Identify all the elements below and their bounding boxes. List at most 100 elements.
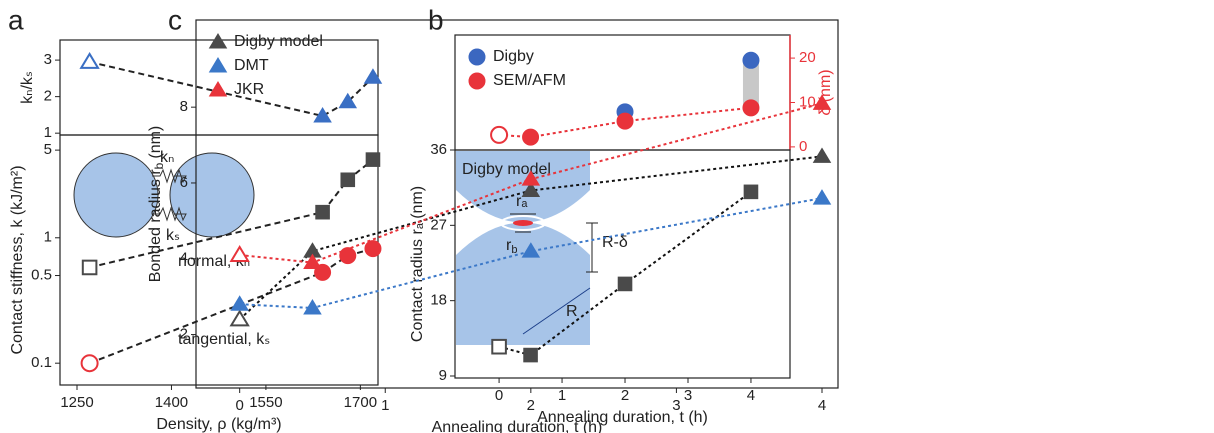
y2-tick-label: 0 bbox=[799, 138, 807, 155]
y-tick-label: 2 bbox=[44, 88, 52, 105]
marker bbox=[365, 152, 381, 167]
y-tick-label: 3 bbox=[44, 51, 52, 68]
x-axis-label: Annealing duration, t (h) bbox=[537, 409, 708, 426]
y-tick-label: 18 bbox=[430, 292, 447, 309]
y-axis-label: Contact radius rₐ (nm) bbox=[409, 186, 426, 342]
series-line bbox=[239, 102, 823, 264]
marker bbox=[303, 253, 322, 270]
series-line bbox=[239, 155, 823, 321]
x-tick-label: 0 bbox=[236, 397, 244, 414]
digby-inset: Digby model rₐ rb R-δ R bbox=[456, 151, 628, 345]
panel-letter: c bbox=[168, 4, 182, 35]
x-tick-label: 3 bbox=[684, 387, 692, 404]
y-tick-label: 4 bbox=[180, 250, 188, 267]
marker bbox=[363, 68, 383, 84]
marker bbox=[812, 147, 832, 163]
x-tick-label: 1 bbox=[558, 387, 566, 404]
x-tick-label: 1550 bbox=[249, 394, 282, 411]
radius-line bbox=[522, 287, 591, 335]
x-axis-label: Annealing duration, t (h) bbox=[432, 419, 603, 433]
legend-label: SEM/AFM bbox=[493, 72, 566, 89]
y-axis-label: kₙ/kₛ bbox=[19, 71, 36, 104]
series-line bbox=[239, 197, 823, 310]
y-tick-label: 36 bbox=[430, 141, 447, 158]
annotation: tangential, kₛ bbox=[178, 331, 270, 348]
marker bbox=[79, 51, 100, 69]
marker bbox=[491, 338, 507, 355]
y-tick-label: 8 bbox=[180, 98, 188, 115]
marker bbox=[616, 112, 634, 130]
marker bbox=[303, 299, 322, 315]
y-axis-label-main: Bonded radius r bbox=[147, 169, 164, 283]
marker bbox=[338, 92, 358, 109]
marker bbox=[229, 309, 250, 327]
y-tick-label: 5 bbox=[44, 141, 52, 158]
marker bbox=[743, 184, 759, 200]
legend-label: Digby bbox=[493, 48, 534, 65]
marker bbox=[313, 107, 332, 123]
series-line bbox=[89, 247, 374, 365]
x-tick-label: 1700 bbox=[344, 394, 377, 411]
marker bbox=[521, 181, 541, 198]
x-tick-label: 0 bbox=[495, 387, 503, 404]
y-axis-label: Contact stiffness, k (kJ/m²) bbox=[9, 165, 26, 354]
marker bbox=[812, 94, 832, 110]
inset-label: kₛ bbox=[166, 227, 180, 244]
legend-label: DMT bbox=[234, 57, 269, 74]
bond bbox=[513, 220, 533, 226]
x-tick-label: 1 bbox=[381, 397, 389, 414]
series-line bbox=[498, 191, 752, 357]
shear-spring bbox=[152, 206, 187, 222]
particle-bottom bbox=[456, 222, 590, 345]
x-tick-label: 3 bbox=[672, 397, 680, 414]
y-axis-label-main: Contact stiffness, k (kJ/m²) bbox=[9, 165, 26, 354]
plot-frame bbox=[59, 134, 379, 386]
particle-inset: kₙ kₛ bbox=[73, 149, 255, 244]
inset-label: kₙ bbox=[160, 149, 174, 166]
marker bbox=[81, 259, 98, 276]
marker bbox=[490, 125, 509, 144]
marker bbox=[208, 57, 228, 73]
y2-tick-label: 20 bbox=[799, 49, 816, 66]
y-axis-label-sub: b bbox=[152, 162, 166, 169]
x-tick-label: 2 bbox=[621, 387, 629, 404]
marker bbox=[208, 81, 228, 97]
particle bbox=[169, 152, 255, 238]
marker bbox=[468, 72, 486, 90]
y-tick-label: 1 bbox=[44, 229, 52, 246]
marker bbox=[523, 347, 538, 363]
y-axis-label-main: Contact radius rₐ (nm) bbox=[409, 186, 426, 342]
x-tick-label: 1400 bbox=[155, 394, 188, 411]
x-axis-label: Density, ρ (kg/m³) bbox=[156, 416, 281, 433]
y-tick-label: 0.1 bbox=[31, 354, 52, 371]
y-axis-label-unit: (nm) bbox=[147, 126, 164, 159]
marker bbox=[315, 204, 330, 220]
marker bbox=[208, 33, 228, 49]
legend-label: JKR bbox=[234, 81, 264, 98]
inset-label-main: r bbox=[506, 237, 512, 254]
y-tick-label: 6 bbox=[180, 174, 188, 191]
inset-label: R-δ bbox=[602, 234, 628, 251]
plot-frame bbox=[195, 19, 839, 389]
marker bbox=[468, 48, 486, 66]
y-tick-label: 1 bbox=[44, 124, 52, 141]
marker bbox=[742, 51, 760, 69]
inset-label: rₐ bbox=[516, 193, 528, 210]
marker bbox=[521, 170, 541, 186]
range-bar bbox=[742, 60, 759, 108]
series-line bbox=[499, 106, 752, 139]
series-line bbox=[89, 60, 374, 118]
marker bbox=[340, 172, 356, 188]
y-tick-label: 27 bbox=[430, 216, 447, 233]
marker bbox=[230, 295, 249, 311]
x-tick-label: 4 bbox=[747, 387, 755, 404]
marker bbox=[80, 354, 99, 373]
inset-label: R bbox=[566, 303, 578, 320]
contact-outline bbox=[500, 215, 546, 231]
inset-label: rb bbox=[506, 237, 517, 256]
y-axis-label: Bonded radius rb (nm) bbox=[147, 126, 166, 283]
inset-label-sub: b bbox=[511, 244, 517, 256]
y-axis-label-main: kₙ/kₛ bbox=[19, 71, 36, 104]
